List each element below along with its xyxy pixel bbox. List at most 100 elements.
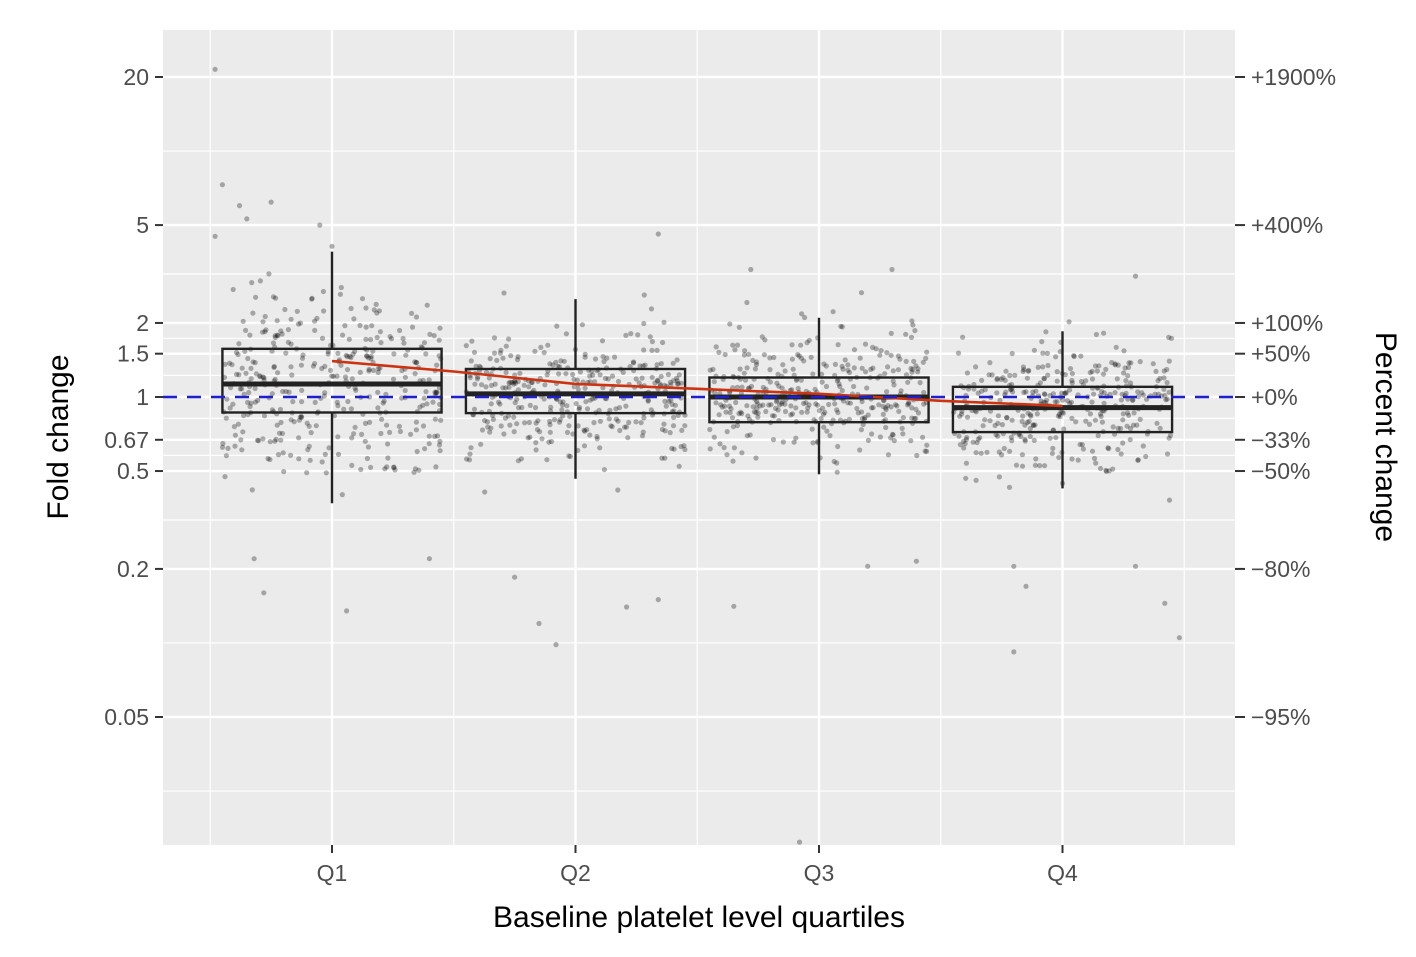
data-point xyxy=(1080,446,1086,452)
data-point xyxy=(915,366,921,372)
data-point xyxy=(1013,462,1020,468)
data-point xyxy=(915,369,921,375)
data-point xyxy=(721,445,727,451)
data-point xyxy=(1089,448,1096,454)
data-point xyxy=(468,358,474,364)
outlier-point xyxy=(731,603,737,609)
data-point xyxy=(261,377,267,383)
data-point xyxy=(397,428,403,435)
data-point xyxy=(328,367,334,373)
data-point xyxy=(761,352,768,358)
data-point xyxy=(993,432,999,438)
data-point xyxy=(364,455,370,462)
data-point xyxy=(278,419,284,426)
data-point xyxy=(541,396,547,402)
data-point xyxy=(427,331,433,337)
data-point xyxy=(515,378,521,385)
data-point xyxy=(716,349,722,355)
data-point xyxy=(295,321,302,327)
data-point xyxy=(607,407,613,413)
data-point xyxy=(1155,378,1161,384)
data-point xyxy=(434,433,441,439)
data-point xyxy=(839,363,845,369)
data-point xyxy=(289,372,295,378)
data-point xyxy=(739,450,745,456)
data-point xyxy=(269,391,275,397)
data-point xyxy=(974,439,980,446)
data-point xyxy=(660,339,666,346)
data-point xyxy=(924,448,930,454)
data-point xyxy=(376,308,382,314)
data-point xyxy=(678,380,685,386)
data-point xyxy=(770,437,777,443)
data-point xyxy=(840,366,846,372)
data-point xyxy=(862,414,868,421)
data-point xyxy=(464,456,470,462)
data-point xyxy=(1112,361,1118,367)
data-point xyxy=(608,423,614,429)
data-point xyxy=(239,365,245,371)
data-point xyxy=(1130,422,1136,428)
data-point xyxy=(883,407,889,413)
data-point xyxy=(230,286,236,293)
data-point xyxy=(426,377,432,383)
data-point xyxy=(1135,389,1141,395)
data-point xyxy=(576,406,582,412)
data-point xyxy=(272,334,278,340)
data-point xyxy=(790,366,796,372)
data-point xyxy=(870,344,876,350)
data-point xyxy=(252,360,258,366)
data-point xyxy=(707,446,713,452)
data-point xyxy=(857,447,863,453)
data-point xyxy=(401,340,407,346)
data-point xyxy=(842,357,848,363)
data-point xyxy=(431,333,437,339)
data-point xyxy=(334,373,340,379)
data-point xyxy=(1044,350,1050,356)
data-point xyxy=(1093,460,1099,466)
data-point xyxy=(1001,445,1007,452)
data-point xyxy=(994,377,1000,383)
data-point xyxy=(775,371,781,377)
data-point xyxy=(816,408,823,414)
data-point xyxy=(467,451,473,457)
data-point xyxy=(1091,455,1098,461)
data-point xyxy=(769,413,776,419)
data-point xyxy=(1134,422,1140,428)
data-point xyxy=(338,362,344,368)
data-point xyxy=(963,436,970,443)
data-point xyxy=(319,459,325,465)
data-point xyxy=(1086,421,1093,427)
data-point xyxy=(710,366,716,372)
data-point xyxy=(1025,410,1031,416)
data-point xyxy=(1127,380,1134,386)
data-point xyxy=(806,337,812,343)
data-point xyxy=(767,379,773,385)
data-point xyxy=(913,363,919,369)
data-point xyxy=(252,385,258,392)
data-point xyxy=(672,402,679,408)
data-point xyxy=(488,401,494,407)
data-point xyxy=(973,409,979,415)
data-point xyxy=(1067,400,1073,407)
data-point xyxy=(423,351,429,357)
data-point xyxy=(851,347,858,353)
data-point xyxy=(323,470,329,476)
data-point xyxy=(566,423,572,429)
data-point xyxy=(780,362,786,368)
data-point xyxy=(826,401,832,408)
data-point xyxy=(992,422,998,429)
data-point xyxy=(746,416,753,422)
data-point xyxy=(482,489,488,495)
data-point xyxy=(723,409,729,415)
data-point xyxy=(1124,410,1131,416)
data-point xyxy=(863,369,869,375)
data-point xyxy=(810,371,816,377)
data-point xyxy=(341,406,347,412)
data-point xyxy=(1125,373,1131,379)
data-point xyxy=(1067,366,1074,372)
data-point xyxy=(579,322,586,328)
data-point xyxy=(755,410,761,416)
data-point xyxy=(226,360,233,366)
data-point xyxy=(616,405,623,411)
